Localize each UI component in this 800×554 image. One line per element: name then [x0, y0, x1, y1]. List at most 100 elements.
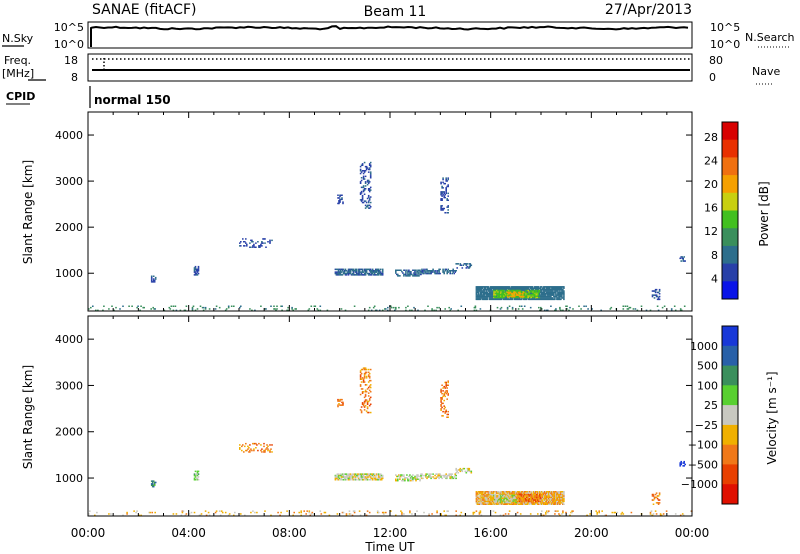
echo-cell-0 [349, 476, 352, 478]
echo-cell-0 [347, 272, 350, 275]
echo-cell-15 [508, 305, 511, 307]
echo-cell-4 [562, 493, 564, 496]
echo-cell-4 [514, 493, 517, 496]
echo-cell-2 [434, 272, 436, 275]
echo-cell-7 [360, 406, 363, 408]
echo-cell-4 [558, 493, 560, 496]
echo-cell-4 [516, 499, 519, 501]
echo-cell-4 [529, 293, 532, 295]
echo-cell-5 [529, 294, 531, 296]
echo-cell-1 [417, 272, 419, 274]
echo-cell-15 [168, 306, 171, 309]
echo-cell-6 [523, 496, 526, 499]
echo-cell-7 [366, 206, 369, 208]
echo-cell-5 [493, 294, 495, 296]
echo-cell-4 [543, 288, 545, 291]
echo-cell-2 [425, 272, 427, 275]
freq-label: Freq. [4, 54, 31, 67]
echo-cell-8 [440, 390, 442, 392]
echo-cell-4 [544, 495, 546, 497]
echo-cell-12 [266, 447, 268, 449]
echo-cell-15 [215, 510, 218, 512]
echo-cell-15 [478, 511, 481, 514]
echo-cell-4 [492, 288, 495, 291]
echo-cell-6 [537, 500, 539, 503]
echo-cell-4 [547, 493, 549, 496]
echo-cell-9 [341, 401, 343, 404]
echo-cell-1 [395, 479, 397, 482]
echo-cell-4 [552, 288, 554, 291]
echo-cell-4 [488, 496, 491, 499]
echo-cell-4 [496, 496, 499, 499]
echo-cell-4 [475, 497, 478, 500]
echo-cell-5 [496, 291, 498, 293]
echo-cell-15 [559, 306, 561, 309]
echo-cell-4 [518, 503, 521, 505]
echo-cell-11 [194, 265, 197, 268]
echo-cell-5 [537, 292, 540, 295]
echo-cell-11 [195, 272, 198, 275]
echo-cell-4 [541, 503, 543, 505]
echo-cell-15 [202, 306, 205, 309]
echo-cell-15 [409, 309, 411, 312]
echo-cell-15 [401, 513, 403, 515]
echo-cell-8 [444, 182, 446, 185]
echo-cell-15 [596, 511, 598, 514]
echo-cell-15 [601, 510, 603, 512]
echo-cell-4 [515, 298, 518, 301]
echo-cell-4 [559, 500, 561, 503]
echo-cell-5 [517, 295, 519, 297]
echo-cell-4 [506, 503, 509, 505]
echo-cell-4 [544, 497, 546, 500]
echo-cell-15 [401, 511, 403, 514]
echo-cell-4 [522, 288, 525, 291]
echo-cell-4 [553, 503, 555, 505]
echo-cell-4 [555, 295, 557, 298]
echo-cell-6 [530, 493, 533, 496]
echo-cell-15 [473, 309, 476, 312]
echo-cell-11 [193, 270, 196, 272]
echo-cell-2 [421, 477, 423, 480]
echo-cell-4 [555, 503, 557, 505]
echo-cell-4 [518, 286, 521, 288]
echo-cell-15 [110, 513, 112, 515]
echo-cell-15 [690, 510, 692, 512]
echo-cell-0 [335, 476, 338, 478]
echo-cell-3 [456, 263, 458, 265]
echo-cell-4 [542, 496, 544, 499]
echo-cell-15 [440, 514, 442, 517]
echo-cell-3 [467, 267, 470, 269]
echo-cell-4 [487, 503, 490, 505]
echo-cell-5 [507, 296, 509, 299]
echo-cell-4 [513, 503, 516, 505]
echo-cell-5 [493, 496, 495, 498]
echo-cell-4 [541, 293, 543, 295]
echo-cell-0 [344, 270, 347, 272]
echo-cell-0 [375, 268, 378, 271]
echo-cell-4 [486, 491, 489, 493]
echo-cell-15 [233, 305, 235, 307]
echo-cell-7 [361, 194, 364, 197]
echo-cell-4 [478, 496, 481, 499]
echo-cell-2 [442, 474, 444, 477]
echo-cell-4 [558, 294, 560, 296]
echo-cell-1 [395, 272, 397, 274]
echo-cell-15 [184, 309, 187, 312]
echo-cell-5 [504, 294, 506, 296]
echo-cell-15 [403, 513, 405, 515]
echo-cell-15 [264, 510, 266, 512]
echo-cell-4 [550, 499, 552, 501]
echo-cell-1 [397, 478, 399, 480]
echo-cell-4 [526, 500, 529, 503]
echo-cell-4 [547, 286, 549, 288]
echo-cell-4 [534, 491, 536, 493]
echo-cell-6 [519, 295, 522, 298]
echo-cell-4 [518, 492, 521, 494]
echo-cell-4 [545, 492, 547, 494]
echo-cell-11 [196, 268, 199, 271]
echo-cell-1 [414, 475, 416, 478]
echo-cell-8 [445, 180, 447, 182]
echo-cell-4 [530, 288, 533, 291]
echo-cell-4 [478, 286, 481, 288]
echo-cell-0 [336, 268, 339, 271]
